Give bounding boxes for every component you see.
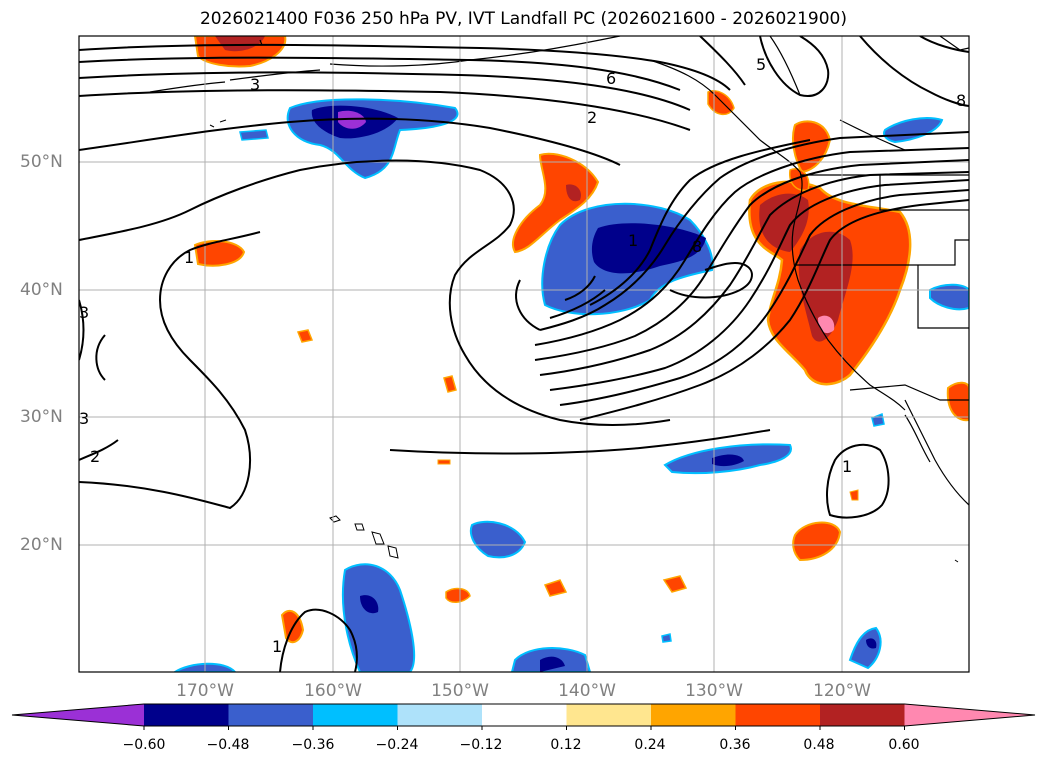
colorbar-tick-label: 0.60 bbox=[888, 737, 920, 753]
colorbar-tick-label: 0.12 bbox=[550, 737, 582, 753]
contour-label: 8 bbox=[692, 237, 702, 256]
colorbar-tick-label: −0.48 bbox=[206, 737, 250, 753]
contour-label: 3 bbox=[79, 409, 89, 428]
colorbar-tick-label: 0.24 bbox=[634, 737, 666, 753]
lon-label-130w: 130°W bbox=[685, 681, 743, 701]
lat-label-50n: 50°N bbox=[20, 152, 63, 172]
contour-label: 6 bbox=[606, 69, 616, 88]
pv-contours bbox=[79, 36, 969, 672]
contour-label: 3 bbox=[79, 303, 89, 322]
map-title: 2026021400 F036 250 hPa PV, IVT Landfall… bbox=[199, 9, 847, 29]
lon-label-150w: 150°W bbox=[431, 681, 489, 701]
contour-label: 8 bbox=[956, 91, 966, 110]
lat-label-40n: 40°N bbox=[20, 280, 63, 300]
contour-label: 5 bbox=[756, 55, 766, 74]
colorbar-tick-label: 0.48 bbox=[803, 737, 835, 753]
colorbar-tick-label: −0.60 bbox=[122, 737, 166, 753]
contour-label: 1 bbox=[628, 231, 638, 250]
contour-label: 1 bbox=[272, 637, 282, 656]
colorbar bbox=[11, 703, 1036, 730]
colorbar-segment bbox=[228, 704, 314, 726]
lat-label-30n: 30°N bbox=[20, 407, 63, 427]
contour-label: 2 bbox=[90, 447, 100, 466]
colorbar-tick-label: −0.24 bbox=[375, 737, 419, 753]
contour-labels: 3 6 2 5 8 1 3 2 3 1 8 1 1 bbox=[79, 55, 966, 656]
colorbar-extend-low bbox=[12, 704, 144, 726]
colorbar-tick-label: −0.12 bbox=[459, 737, 503, 753]
colorbar-extend-high bbox=[904, 704, 1035, 726]
lon-label-120w: 120°W bbox=[813, 681, 871, 701]
contour-label: 1 bbox=[842, 457, 852, 476]
lat-label-20n: 20°N bbox=[20, 535, 63, 555]
colorbar-segment bbox=[735, 704, 821, 726]
lon-label-170w: 170°W bbox=[176, 681, 234, 701]
colorbar-segment bbox=[651, 704, 736, 726]
colorbar-segment bbox=[482, 704, 567, 726]
contour-label: 3 bbox=[250, 75, 260, 94]
colorbar-segment bbox=[566, 704, 652, 726]
colorbar-segment bbox=[313, 704, 398, 726]
map-frame bbox=[78, 35, 970, 673]
lon-label-160w: 160°W bbox=[304, 681, 362, 701]
colorbar-segment bbox=[820, 704, 905, 726]
lon-label-140w: 140°W bbox=[558, 681, 616, 701]
colorbar-tick-label: 0.36 bbox=[719, 737, 751, 753]
colorbar-tick-label: −0.36 bbox=[291, 737, 335, 753]
colorbar-segment bbox=[144, 704, 229, 726]
gridlines bbox=[79, 36, 969, 672]
colorbar-segment bbox=[397, 704, 483, 726]
contour-label: 1 bbox=[184, 248, 194, 267]
contour-label: 2 bbox=[587, 108, 597, 127]
